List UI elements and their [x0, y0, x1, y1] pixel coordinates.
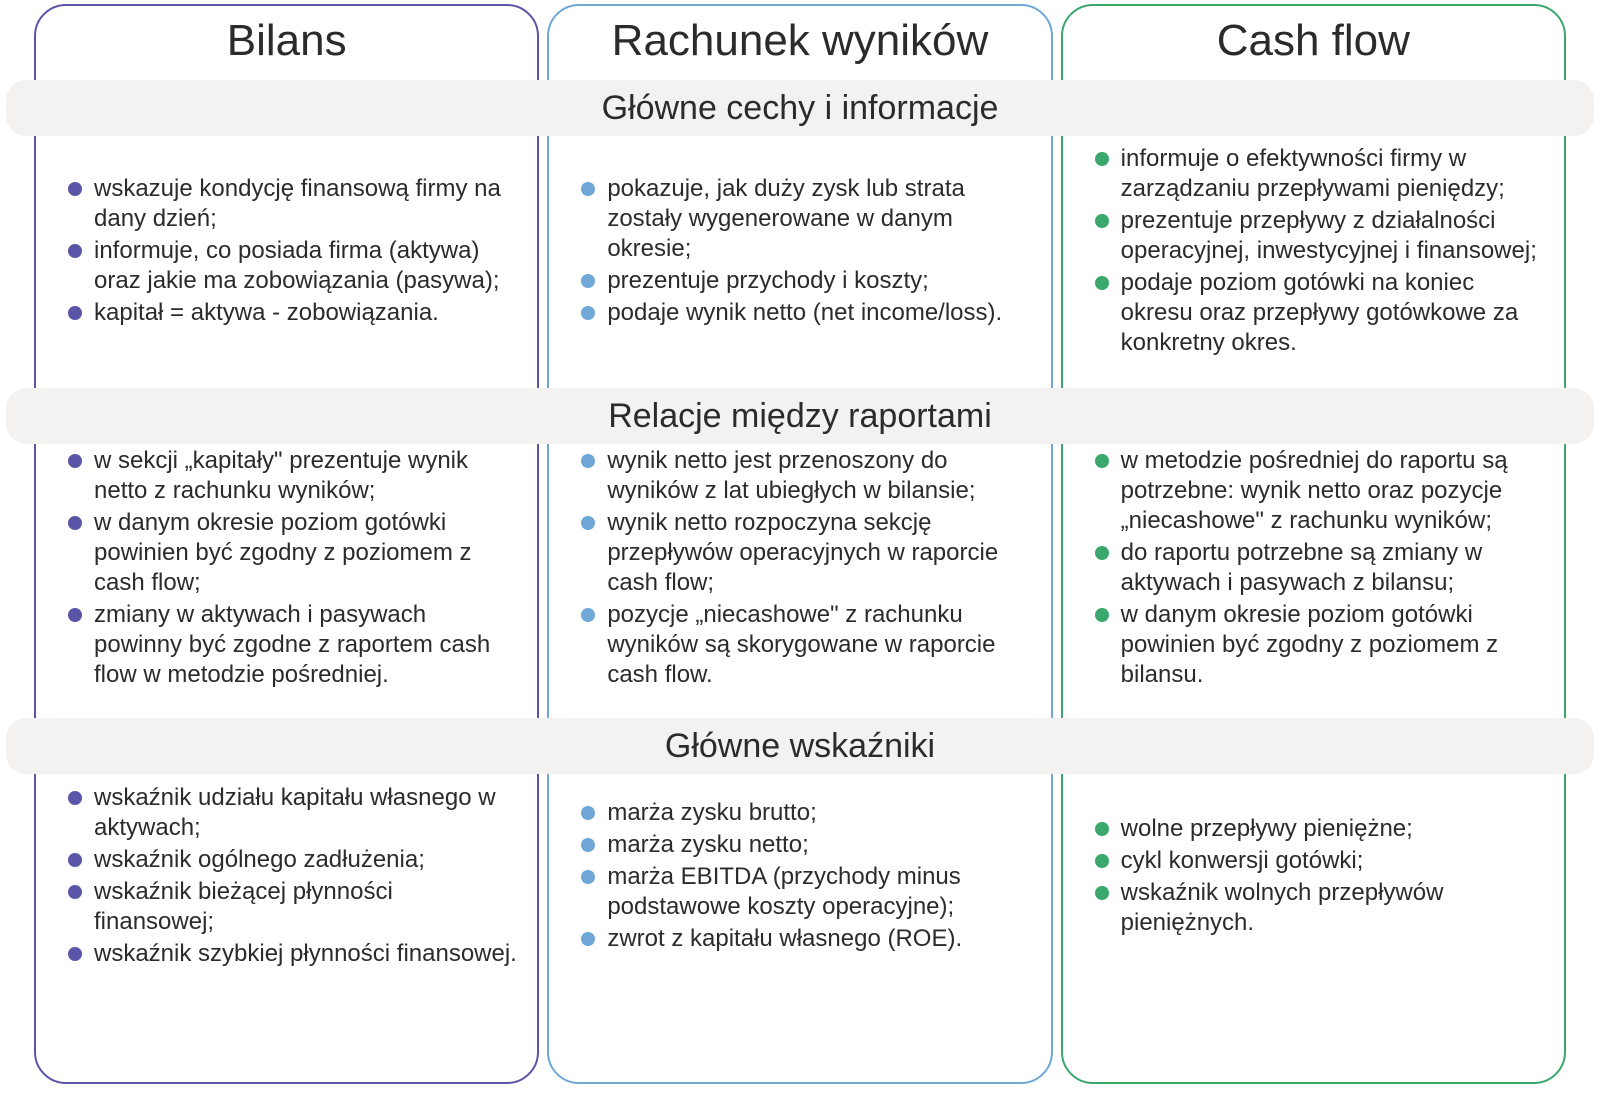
list-item: wskaźnik bieżącej płynności finansowej; — [64, 877, 517, 937]
list-item: wskaźnik szybkiej płynności finansowej. — [64, 939, 517, 969]
list-relations: wynik netto jest przenoszony do wyników … — [577, 444, 1030, 692]
list-item: wskaźnik ogólnego zadłużenia; — [64, 845, 517, 875]
cell-relations: w metodzie pośredniej do raportu są potr… — [1063, 432, 1564, 704]
cell-indicators: marża zysku brutto;marża zysku netto;mar… — [549, 760, 1050, 992]
cell-features: wskazuje kondycję finansową firmy na dan… — [36, 126, 537, 376]
cell-relations: wynik netto jest przenoszony do wyników … — [549, 432, 1050, 704]
list-relations: w sekcji „kapitały" prezentuje wynik net… — [64, 444, 517, 692]
list-item: informuje o efektywności firmy w zarządz… — [1091, 144, 1544, 204]
cell-indicators: wskaźnik udziału kapitału własnego w akt… — [36, 760, 537, 992]
list-item: w sekcji „kapitały" prezentuje wynik net… — [64, 446, 517, 506]
list-item: pozycje „niecashowe" z rachunku wyników … — [577, 600, 1030, 690]
list-relations: w metodzie pośredniej do raportu są potr… — [1091, 444, 1544, 692]
cell-indicators: wolne przepływy pieniężne;cykl konwersji… — [1063, 760, 1564, 992]
list-item: zmiany w aktywach i pasywach powinny być… — [64, 600, 517, 690]
list-features: wskazuje kondycję finansową firmy na dan… — [64, 172, 517, 330]
list-item: wskaźnik wolnych przepływów pieniężnych. — [1091, 878, 1544, 938]
list-item: wskazuje kondycję finansową firmy na dan… — [64, 174, 517, 234]
list-item: zwrot z kapitału własnego (ROE). — [577, 924, 1030, 954]
list-item: wskaźnik udziału kapitału własnego w akt… — [64, 783, 517, 843]
list-item: cykl konwersji gotówki; — [1091, 846, 1544, 876]
columns-container: Bilans wskazuje kondycję finansową firmy… — [0, 0, 1600, 1094]
cell-features: pokazuje, jak duży zysk lub strata zosta… — [549, 126, 1050, 376]
list-item: wolne przepływy pieniężne; — [1091, 814, 1544, 844]
list-item: do raportu potrzebne są zmiany w aktywac… — [1091, 538, 1544, 598]
list-item: wynik netto rozpoczyna sekcję przepływów… — [577, 508, 1030, 598]
cell-features: informuje o efektywności firmy w zarządz… — [1063, 126, 1564, 376]
list-item: kapitał = aktywa - zobowiązania. — [64, 298, 517, 328]
list-item: marża EBITDA (przychody minus podstawowe… — [577, 862, 1030, 922]
band-features: Główne cechy i informacje — [6, 80, 1594, 136]
cell-relations: w sekcji „kapitały" prezentuje wynik net… — [36, 432, 537, 704]
column-cashflow: Cash flow informuje o efektywności firmy… — [1061, 4, 1566, 1084]
list-item: informuje, co posiada firma (aktywa) ora… — [64, 236, 517, 296]
band-relations: Relacje między raportami — [6, 388, 1594, 444]
list-item: prezentuje przychody i koszty; — [577, 266, 1030, 296]
list-item: w metodzie pośredniej do raportu są potr… — [1091, 446, 1544, 536]
list-item: w danym okresie poziom gotówki powinien … — [1091, 600, 1544, 690]
list-item: pokazuje, jak duży zysk lub strata zosta… — [577, 174, 1030, 264]
list-item: marża zysku netto; — [577, 830, 1030, 860]
list-indicators: wskaźnik udziału kapitału własnego w akt… — [64, 781, 517, 971]
column-title: Bilans — [36, 6, 537, 70]
column-title: Cash flow — [1063, 6, 1564, 70]
list-features: pokazuje, jak duży zysk lub strata zosta… — [577, 172, 1030, 330]
list-item: podaje wynik netto (net income/loss). — [577, 298, 1030, 328]
list-indicators: wolne przepływy pieniężne;cykl konwersji… — [1091, 812, 1544, 940]
list-features: informuje o efektywności firmy w zarządz… — [1091, 142, 1544, 360]
column-bilans: Bilans wskazuje kondycję finansową firmy… — [34, 4, 539, 1084]
list-item: prezentuje przepływy z działalności oper… — [1091, 206, 1544, 266]
list-item: wynik netto jest przenoszony do wyników … — [577, 446, 1030, 506]
list-indicators: marża zysku brutto;marża zysku netto;mar… — [577, 796, 1030, 956]
column-title: Rachunek wyników — [549, 6, 1050, 70]
column-rachunek: Rachunek wyników pokazuje, jak duży zysk… — [547, 4, 1052, 1084]
list-item: marża zysku brutto; — [577, 798, 1030, 828]
list-item: w danym okresie poziom gotówki powinien … — [64, 508, 517, 598]
list-item: podaje poziom gotówki na koniec okresu o… — [1091, 268, 1544, 358]
band-indicators: Główne wskaźniki — [6, 718, 1594, 774]
